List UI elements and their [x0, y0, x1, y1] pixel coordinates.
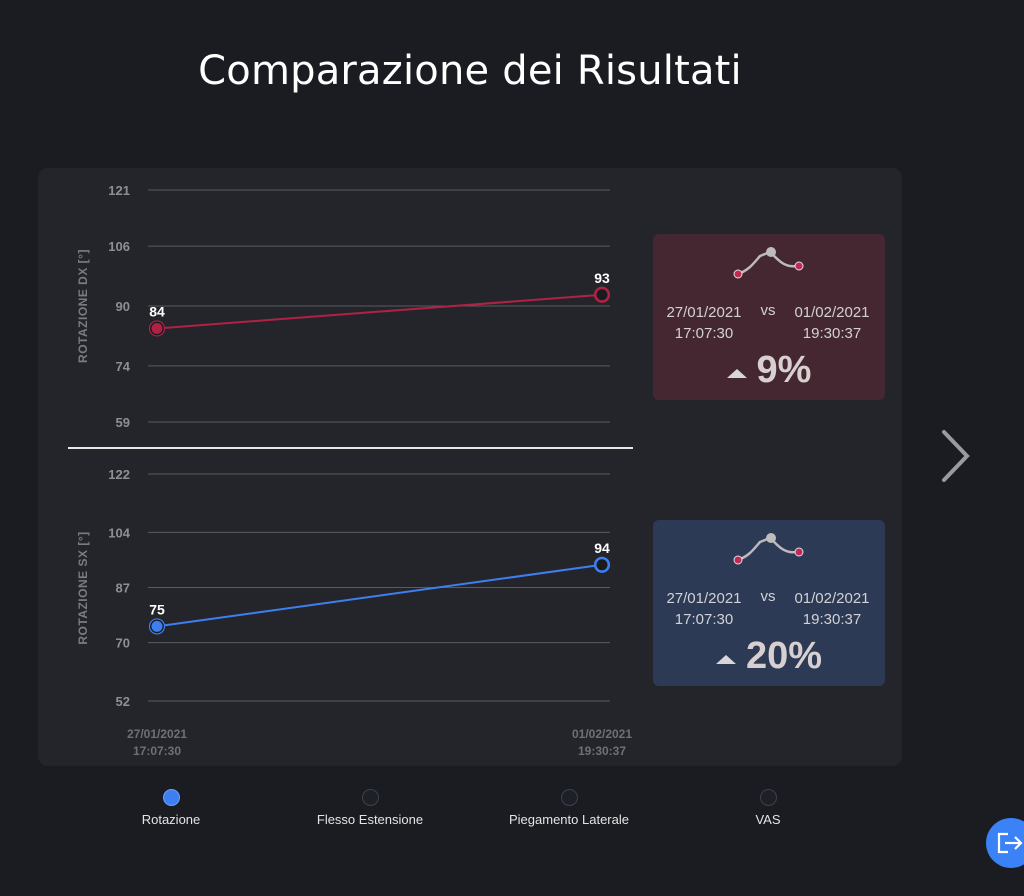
tab-piegamento-laterale[interactable]: Piegamento Laterale — [489, 786, 649, 827]
data-point-ring — [593, 286, 611, 303]
from-date: 27/01/2021 — [666, 590, 742, 607]
tab-flesso-estensione[interactable]: Flesso Estensione — [290, 786, 450, 827]
from-time: 17:07:30 — [674, 611, 734, 628]
to-time: 19:30:37 — [802, 325, 862, 342]
exit-icon — [997, 832, 1023, 854]
data-label: 75 — [149, 601, 165, 617]
to-date: 01/02/2021 — [794, 590, 870, 607]
to-time: 19:30:37 — [802, 611, 862, 628]
y-tick-label: 90 — [116, 299, 130, 314]
sparkline-icon — [733, 247, 804, 279]
vs-label: vs — [760, 588, 776, 605]
tab-label: VAS — [755, 812, 781, 827]
y-tick-label: 106 — [108, 239, 130, 254]
tab-label: Rotazione — [141, 812, 201, 827]
y-tick-label: 121 — [108, 183, 130, 198]
to-date: 01/02/2021 — [794, 304, 870, 321]
change-row: 20% — [653, 632, 885, 680]
series-line — [156, 563, 603, 628]
sparkline-icon — [733, 533, 804, 565]
y-tick-label: 70 — [116, 636, 130, 651]
change-percent: 9% — [756, 348, 812, 391]
data-point-ring — [148, 618, 166, 635]
y-tick-label: 52 — [116, 694, 130, 709]
y-tick-label: 74 — [116, 359, 131, 374]
tab-label: Piegamento Laterale — [509, 812, 629, 827]
from-date: 27/01/2021 — [666, 304, 742, 321]
tab-indicator[interactable] — [361, 789, 379, 806]
chart-panel: 121 106 90 74 59 ROTAZIONE DX [°] 84 93 122 104 87… — [38, 168, 902, 766]
arrow-up-icon — [726, 368, 747, 378]
x-tick-time: 17:07:30 — [133, 744, 181, 758]
vs-label: vs — [760, 302, 776, 319]
y-axis-title: ROTAZIONE SX [°] — [76, 531, 90, 644]
series-line — [156, 293, 603, 330]
charts-svg: 121 106 90 74 59 ROTAZIONE DX [°] 84 93 122 104 87… — [68, 183, 633, 758]
data-point-ring — [593, 556, 611, 573]
tab-indicator[interactable] — [759, 789, 777, 806]
exit-button[interactable] — [986, 818, 1024, 868]
from-time: 17:07:30 — [674, 325, 734, 342]
data-point — [594, 287, 610, 303]
x-tick-date: 01/02/2021 — [572, 727, 632, 741]
tab-label: Flesso Estensione — [316, 812, 424, 827]
data-point — [594, 557, 610, 573]
x-tick-date: 27/01/2021 — [127, 727, 187, 741]
change-percent: 20% — [745, 634, 823, 677]
tab-vas[interactable]: VAS — [688, 786, 848, 827]
data-point — [149, 320, 165, 336]
tab-indicator[interactable] — [560, 789, 578, 806]
comparison-card-sx: 27/01/2021 17:07:30 vs 01/02/2021 19:30:… — [653, 520, 885, 686]
data-label: 94 — [594, 540, 610, 556]
data-point — [149, 618, 165, 634]
change-row: 9% — [653, 346, 885, 394]
arrow-up-icon — [715, 654, 736, 664]
y-tick-label: 122 — [108, 467, 130, 482]
page-title: Comparazione dei Risultati — [198, 48, 742, 94]
tab-bar: Rotazione Flesso Estensione Piegamento L… — [0, 786, 940, 836]
y-tick-label: 104 — [108, 525, 130, 540]
data-point-ring — [148, 320, 166, 337]
data-label: 84 — [149, 303, 165, 319]
tab-indicator[interactable] — [162, 789, 180, 806]
data-label: 93 — [594, 270, 610, 286]
chevron-right-icon[interactable] — [938, 428, 972, 484]
x-tick-time: 19:30:37 — [578, 744, 626, 758]
tab-rotazione[interactable]: Rotazione — [91, 786, 251, 827]
y-axis-title: ROTAZIONE DX [°] — [76, 249, 90, 363]
comparison-card-dx: 27/01/2021 17:07:30 vs 01/02/2021 19:30:… — [653, 234, 885, 400]
y-tick-label: 59 — [116, 415, 130, 430]
y-tick-label: 87 — [116, 581, 130, 596]
